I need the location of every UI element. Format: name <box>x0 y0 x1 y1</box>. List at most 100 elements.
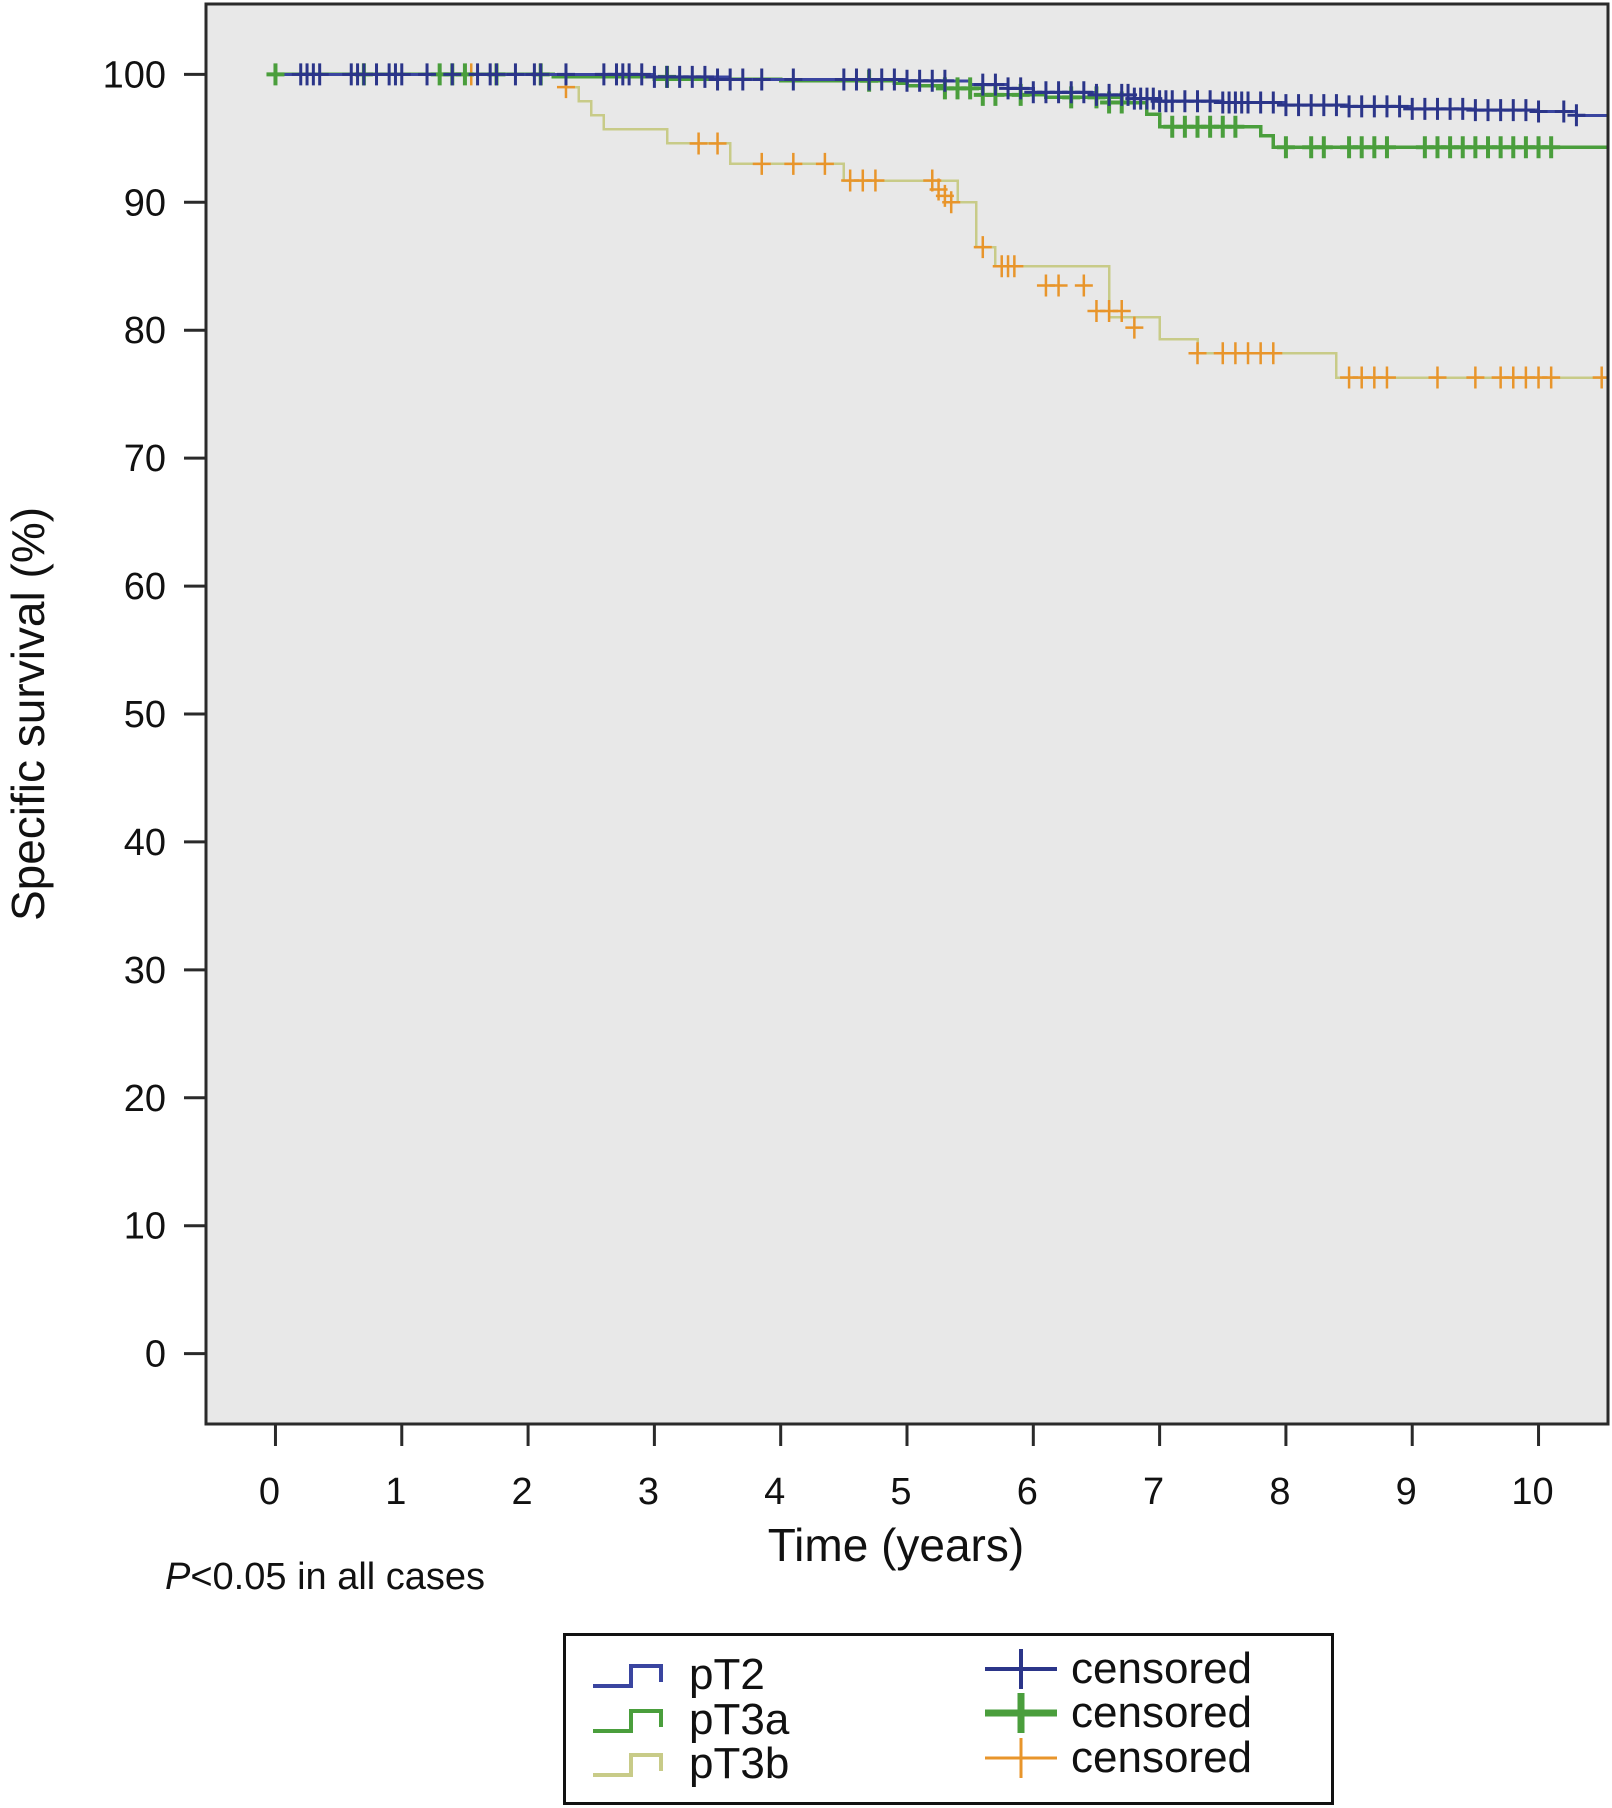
p-value-italic: P <box>165 1556 191 1598</box>
x-tick-label: 3 <box>638 1471 659 1513</box>
censored-mark <box>1264 342 1283 365</box>
censored-mark <box>1226 115 1245 138</box>
plot-area <box>206 4 1608 1424</box>
y-tick-label: 60 <box>124 566 166 608</box>
censored-mark <box>1264 91 1283 114</box>
legend-step-line-pt3b <box>593 1753 663 1777</box>
x-tick-label: 4 <box>764 1471 785 1513</box>
x-tick-label: 9 <box>1396 1471 1417 1513</box>
censored-mark <box>784 152 803 175</box>
censored-plus-icon <box>985 1649 1057 1689</box>
censored-mark <box>752 152 771 175</box>
y-tick-label: 40 <box>124 822 166 864</box>
censored-mark <box>1529 100 1548 123</box>
censored-mark <box>1005 255 1024 278</box>
censored-mark <box>1542 136 1561 159</box>
censored-mark <box>1567 104 1586 127</box>
censored-plus-icon <box>985 1738 1057 1778</box>
y-tick-label: 90 <box>124 182 166 224</box>
x-axis-title: Time (years) <box>768 1519 1024 1571</box>
censored-mark <box>973 236 992 259</box>
y-tick-label: 10 <box>124 1206 166 1248</box>
censored-plus-pt2 <box>985 1649 1057 1689</box>
censored-mark <box>418 63 437 86</box>
legend-step-line-pt3a <box>593 1709 663 1733</box>
y-tick-label: 70 <box>124 438 166 480</box>
x-tick-label: 6 <box>1017 1471 1038 1513</box>
censored-mark <box>784 68 803 91</box>
legend-label-censored-pt2: censored <box>1071 1644 1253 1693</box>
x-tick-label: 5 <box>890 1471 911 1513</box>
censored-mark <box>695 65 714 88</box>
legend-label-pt3b: pT3b <box>689 1739 790 1788</box>
censored-mark <box>935 69 954 92</box>
x-tick-label: 7 <box>1143 1471 1164 1513</box>
y-tick-label: 0 <box>145 1334 166 1376</box>
censored-mark <box>1554 100 1573 123</box>
y-tick-label: 100 <box>103 54 166 96</box>
p-value-text: <0.05 in all cases <box>190 1556 486 1598</box>
legend-step-icon <box>593 1709 663 1733</box>
censored-mark <box>752 68 771 91</box>
censored-mark <box>1377 136 1396 159</box>
legend-label-censored-pt3b: censored <box>1071 1733 1253 1782</box>
legend-label-censored-pt3a: censored <box>1071 1688 1253 1737</box>
censored-mark <box>266 63 285 86</box>
censored-mark <box>733 68 752 91</box>
y-axis-title: Specific survival (%) <box>2 507 54 921</box>
censored-mark <box>443 63 462 86</box>
y-tick-label: 30 <box>124 950 166 992</box>
censored-mark <box>1276 136 1295 159</box>
p-value-note: P<0.05 in all cases <box>165 1556 485 1599</box>
censored-mark <box>866 169 885 192</box>
y-tick-label: 50 <box>124 694 166 736</box>
legend-step-icon <box>593 1753 663 1777</box>
x-tick-label: 2 <box>512 1471 533 1513</box>
censored-marks-pt2 <box>291 63 1586 127</box>
censored-mark <box>986 73 1005 96</box>
censored-mark <box>1390 95 1409 118</box>
censored-mark <box>1112 300 1131 323</box>
x-tick-label: 1 <box>385 1471 406 1513</box>
censored-plus-pt3b <box>985 1738 1057 1778</box>
survival-curve-pt3b <box>275 73 1608 379</box>
censored-mark <box>1074 81 1093 104</box>
censored-mark <box>1188 342 1207 365</box>
x-tick-label: 0 <box>259 1471 280 1513</box>
censored-mark <box>1377 366 1396 389</box>
censored-mark <box>1074 274 1093 297</box>
legend-label-pt3a: pT3a <box>689 1695 790 1744</box>
censored-mark <box>1011 77 1030 100</box>
censored-mark <box>392 63 411 86</box>
x-axis: 0 1 2 3 4 5 6 7 8 9 10 <box>259 1424 1554 1513</box>
censored-mark <box>632 63 651 86</box>
censored-mark <box>1428 366 1447 389</box>
legend-label-pt2: pT2 <box>689 1650 765 1699</box>
x-tick-label: 10 <box>1511 1471 1553 1513</box>
censored-mark <box>531 63 550 86</box>
censored-mark <box>1466 366 1485 389</box>
censored-plus-pt3a <box>985 1693 1057 1733</box>
censored-mark <box>1542 366 1561 389</box>
censored-mark <box>708 132 727 155</box>
censored-mark <box>961 77 980 100</box>
censored-mark <box>1049 274 1068 297</box>
legend-step-icon <box>593 1664 663 1688</box>
x-tick-label: 8 <box>1269 1471 1290 1513</box>
censored-mark <box>942 191 961 214</box>
plot-border <box>204 2 1610 1426</box>
censored-mark <box>556 63 575 86</box>
censored-mark <box>1314 136 1333 159</box>
y-tick-label: 20 <box>124 1078 166 1120</box>
y-tick-label: 80 <box>124 310 166 352</box>
legend: pT2 pT3a pT3b censored censored censored <box>563 1633 1334 1805</box>
censored-mark <box>506 63 525 86</box>
censored-marks-pt3b <box>354 63 1608 389</box>
censored-plus-icon <box>985 1693 1057 1733</box>
series-layer <box>266 63 1608 389</box>
censored-mark <box>310 63 329 86</box>
legend-step-line-pt2 <box>593 1664 663 1688</box>
y-axis: 0 10 20 30 40 50 60 70 80 90 100 <box>103 54 206 1376</box>
